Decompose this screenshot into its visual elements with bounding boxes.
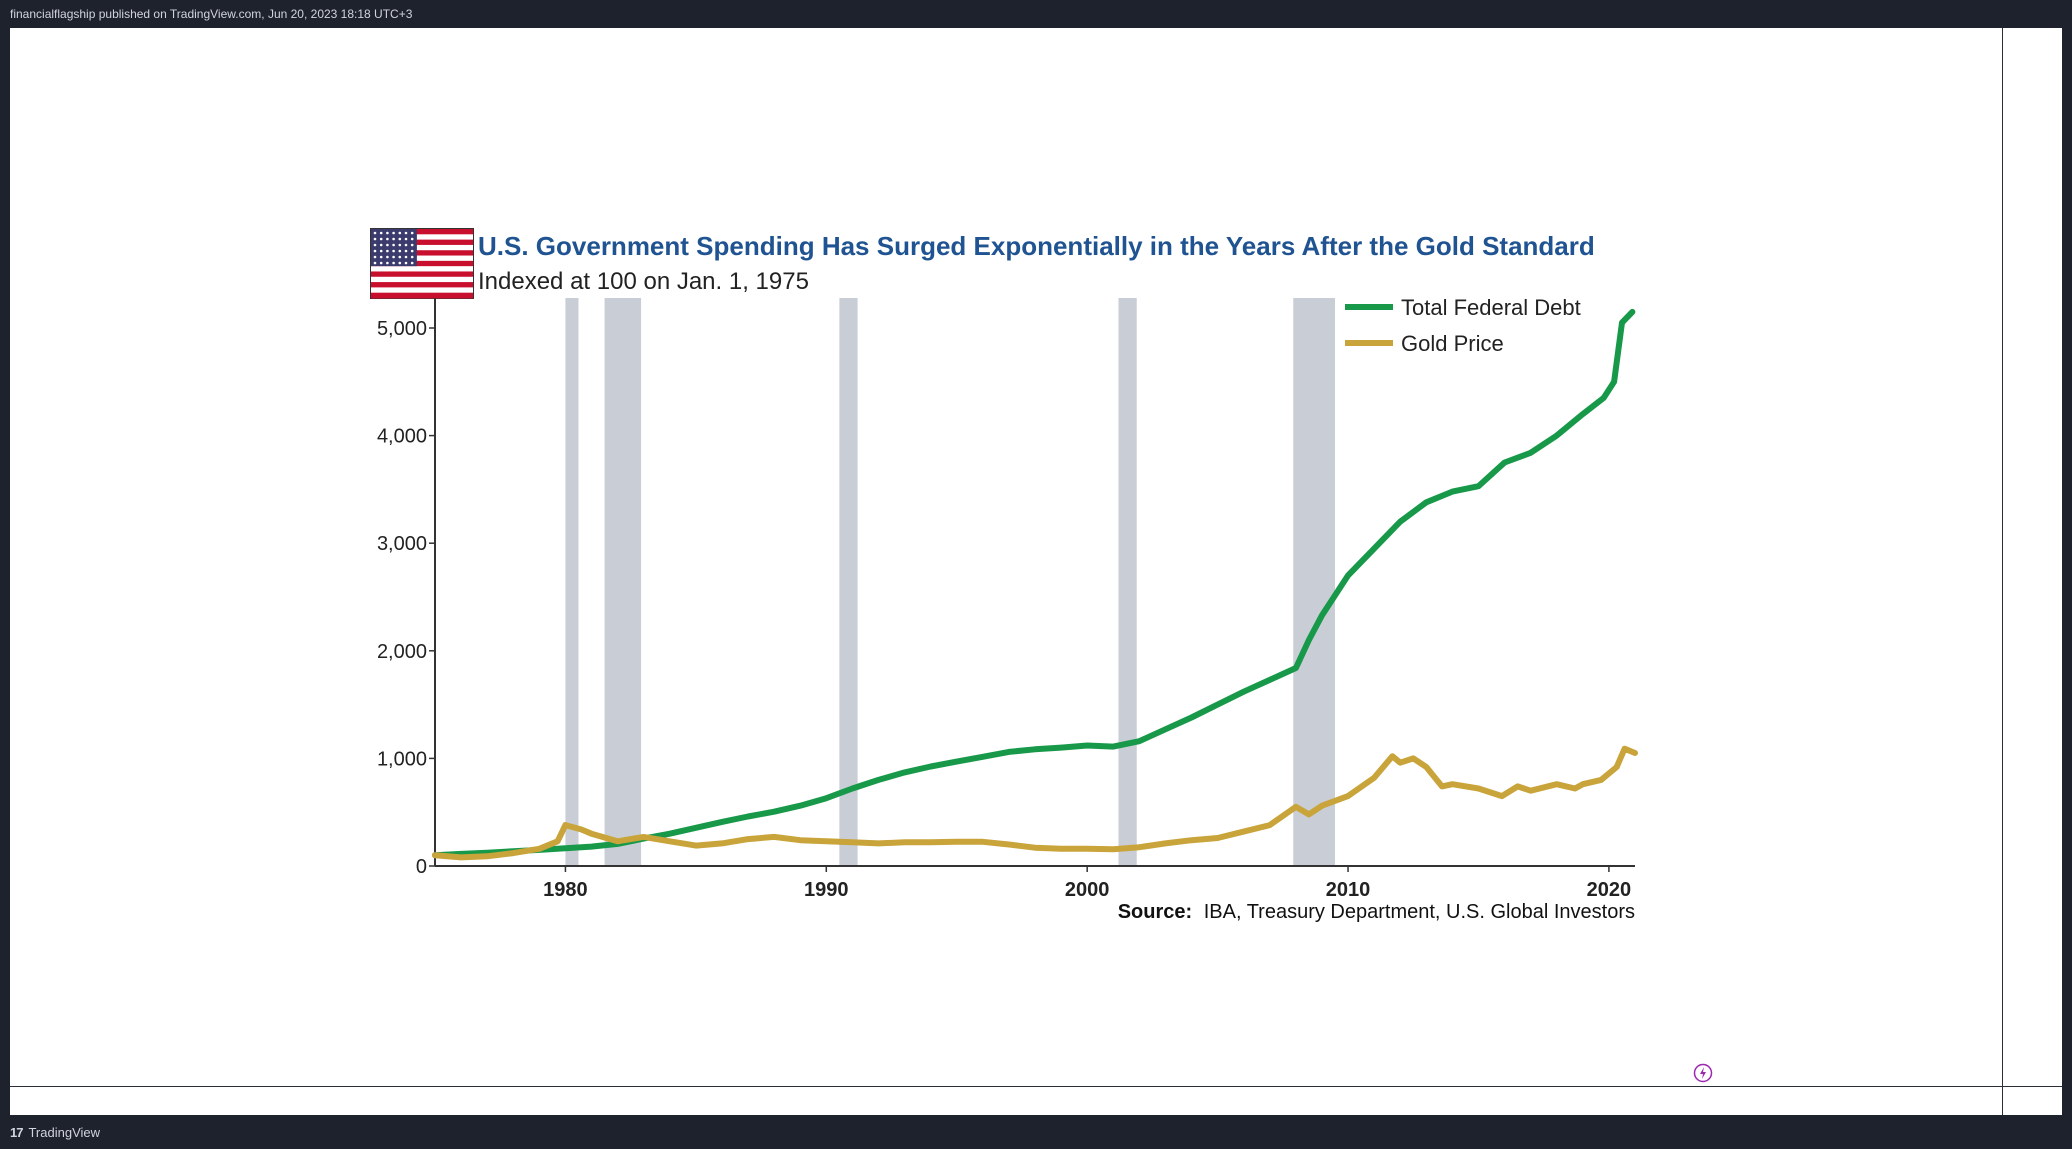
- lightning-icon[interactable]: [1693, 1063, 1713, 1083]
- chart-title: U.S. Government Spending Has Surged Expo…: [478, 231, 1595, 261]
- flag-star: [404, 261, 408, 265]
- flag-stripe: [371, 244, 473, 251]
- flag-stripe: [371, 260, 473, 267]
- flag-stripe: [371, 239, 473, 246]
- flag-star: [373, 237, 377, 241]
- flag-star: [392, 243, 395, 247]
- flag-star: [404, 243, 408, 247]
- flag-star: [410, 243, 414, 247]
- flag-star: [392, 255, 395, 259]
- flag-star: [386, 261, 389, 265]
- flag-star: [379, 255, 383, 259]
- flag-stripe: [371, 255, 473, 262]
- flag-star: [398, 261, 402, 265]
- chart-subtitle: Indexed at 100 on Jan. 1, 1975: [478, 268, 809, 295]
- time-scale-divider: [10, 1086, 2062, 1087]
- flag-stripe: [371, 229, 473, 235]
- flag-star: [379, 237, 383, 241]
- flag-star: [392, 261, 395, 265]
- series-lines: [432, 308, 1638, 861]
- flag-star: [392, 249, 395, 253]
- flag-star: [386, 237, 389, 241]
- recession-band: [839, 298, 858, 866]
- y-tick-label: 4,000: [377, 426, 427, 448]
- flag-star: [398, 237, 402, 241]
- publish-info: financialflagship published on TradingVi…: [0, 0, 2072, 28]
- flag-star: [398, 243, 402, 247]
- x-tick-label: 2000: [1065, 879, 1110, 901]
- flag-star: [392, 237, 395, 241]
- source-text: IBA, Treasury Department, U.S. Global In…: [1204, 901, 1635, 923]
- flag-star: [398, 249, 402, 253]
- flag-stripe: [371, 266, 473, 272]
- series-line: [432, 745, 1638, 861]
- recession-band: [1293, 298, 1335, 866]
- x-tick-label: 2010: [1326, 879, 1371, 901]
- source-note: Source: IBA, Treasury Department, U.S. G…: [1118, 901, 1635, 923]
- legend-label: Gold Price: [1401, 331, 1504, 356]
- flag-star: [379, 249, 383, 253]
- flag-star: [398, 231, 402, 235]
- flag-star: [373, 231, 377, 235]
- us-flag-icon: [370, 228, 474, 299]
- flag-star: [373, 261, 377, 265]
- source-label: Source:: [1118, 901, 1192, 923]
- axes: 0 1,000 2,000 3,000 4,000 5,000 1980 1990 2000 20…: [377, 298, 1635, 901]
- flag-star: [410, 231, 414, 235]
- y-tick-label: 2,000: [377, 641, 427, 663]
- recession-band: [1118, 298, 1137, 866]
- y-tick-label: 0: [416, 856, 427, 878]
- flag-canton: [371, 229, 417, 267]
- recession-band: [565, 298, 579, 866]
- x-tick-label: 2020: [1587, 879, 1632, 901]
- flag-star: [379, 261, 383, 265]
- y-tick-label: 5,000: [377, 318, 427, 340]
- chart: U.S. Government Spending Has Surged Expo…: [370, 228, 1638, 923]
- flag-star: [373, 255, 377, 259]
- footer: 17 TradingView: [0, 1115, 2072, 1149]
- flag-stripe: [371, 282, 473, 288]
- flag-star: [379, 231, 383, 235]
- tradingview-logo-icon[interactable]: 17: [10, 1124, 24, 1140]
- flag-star: [386, 255, 389, 259]
- flag-star: [386, 243, 389, 247]
- flag-stripe: [371, 234, 473, 241]
- flag-stripe: [371, 276, 473, 283]
- flag-star: [392, 231, 395, 235]
- flag-star: [404, 231, 408, 235]
- flag-star: [404, 249, 408, 253]
- flag-star: [410, 237, 414, 241]
- flag-star: [410, 255, 414, 259]
- flag-star: [379, 243, 383, 247]
- x-tick-label: 1980: [543, 879, 588, 901]
- flag-stripe: [371, 250, 473, 257]
- legend: Total Federal Debt Gold Price: [1345, 295, 1581, 356]
- y-tick-label: 3,000: [377, 533, 427, 555]
- flag-star: [373, 249, 377, 253]
- x-tick-label: 1990: [804, 879, 849, 901]
- y-tick-label: 1,000: [377, 748, 427, 770]
- flag-star: [404, 255, 408, 259]
- chart-canvas[interactable]: U.S. Government Spending Has Surged Expo…: [10, 28, 2062, 1115]
- price-scale-divider: [2002, 28, 2003, 1115]
- flag-stripe: [371, 292, 473, 299]
- flag-stripe: [371, 271, 473, 278]
- flag-stripe: [371, 287, 473, 294]
- flag-star: [373, 243, 377, 247]
- recession-band: [604, 298, 642, 866]
- flag-star: [386, 249, 389, 253]
- flag-star: [398, 255, 402, 259]
- flag-star: [410, 261, 414, 265]
- flag-star: [410, 249, 414, 253]
- recession-bands: [565, 298, 1335, 866]
- flag-star: [386, 231, 389, 235]
- footer-brand[interactable]: TradingView: [28, 1124, 101, 1140]
- legend-label: Total Federal Debt: [1401, 295, 1581, 320]
- flag-star: [404, 237, 408, 241]
